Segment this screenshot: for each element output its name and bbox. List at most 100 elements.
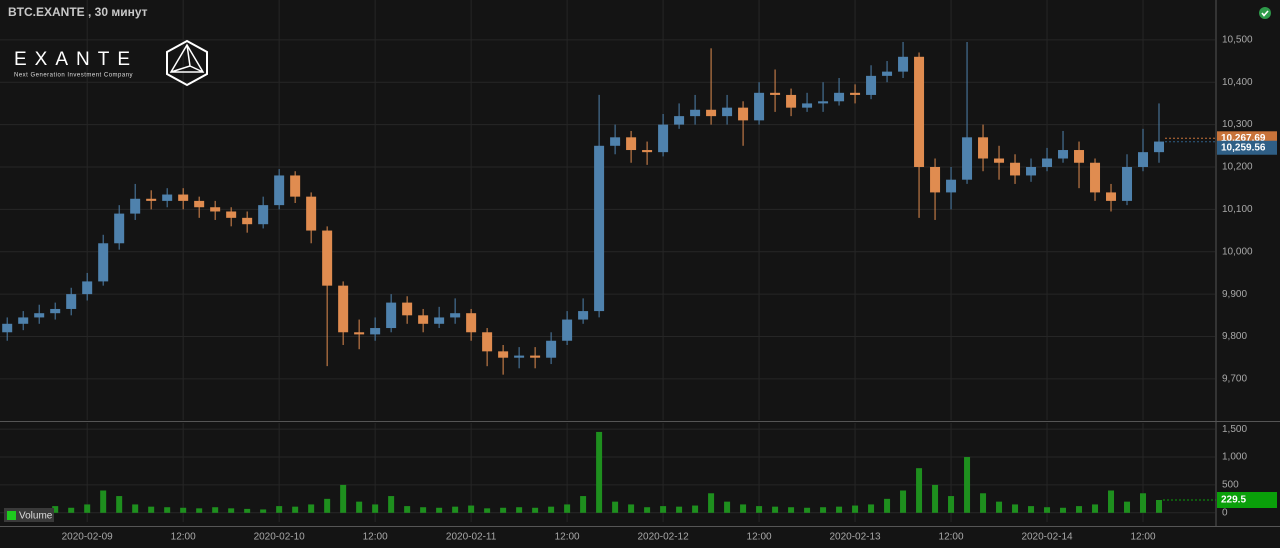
candle-body: [850, 92, 861, 95]
volume-bar: [516, 507, 523, 513]
candle-body: [1090, 162, 1101, 193]
volume-bar: [580, 496, 587, 513]
volume-bar: [772, 506, 779, 513]
volume-bar: [276, 506, 283, 513]
candle-body: [274, 175, 285, 206]
volume-bar: [548, 506, 555, 513]
candle-body: [82, 281, 93, 295]
y-tick-label: 9,700: [1222, 374, 1247, 385]
volume-bar: [388, 496, 395, 513]
volume-bar: [1092, 504, 1099, 513]
y-tick-label: 500: [1222, 480, 1239, 491]
volume-bar: [532, 507, 539, 513]
volume-bar: [804, 507, 811, 513]
candle-body: [882, 71, 893, 76]
candle-body: [146, 198, 157, 201]
candle-body: [946, 179, 957, 193]
candle-body: [290, 175, 301, 197]
candle-body: [562, 319, 573, 341]
candle-body: [114, 213, 125, 244]
candle-body: [530, 355, 541, 358]
volume-bar: [692, 505, 699, 513]
volume-bar: [868, 504, 875, 513]
volume-bar: [1140, 493, 1147, 513]
x-tick-label: 12:00: [1130, 532, 1155, 543]
volume-bar: [468, 505, 475, 513]
candle-body: [98, 243, 109, 282]
candle-body: [2, 323, 13, 333]
last-value-tag: [1217, 491, 1277, 508]
last-value-label: 229.5: [1221, 495, 1246, 506]
candle-body: [690, 109, 701, 117]
volume-bar: [1044, 507, 1051, 513]
candle-body: [978, 137, 989, 159]
volume-bar: [644, 507, 651, 513]
volume-bar: [1076, 506, 1083, 513]
y-tick-label: 1,000: [1222, 452, 1247, 463]
volume-bar: [308, 504, 315, 513]
marks: [2, 41, 1165, 513]
candle-body: [50, 308, 61, 314]
volume-bar: [660, 506, 667, 513]
y-tick-label: 9,800: [1222, 331, 1247, 342]
volume-bar: [292, 506, 299, 513]
price-tag-label: 10,259.56: [1221, 142, 1266, 153]
candle-body: [194, 200, 205, 208]
candle-body: [578, 311, 589, 320]
candle-body: [1058, 150, 1069, 159]
candle-body: [738, 107, 749, 121]
candle-body: [962, 137, 973, 180]
candle-body: [386, 302, 397, 329]
candle-body: [770, 92, 781, 95]
volume-bar: [404, 506, 411, 513]
volume-bar: [180, 507, 187, 513]
price-tag: [1217, 140, 1277, 155]
volume-bar: [228, 508, 235, 513]
volume-bar: [84, 504, 91, 513]
volume-bar: [68, 507, 75, 513]
volume-bar: [564, 504, 571, 513]
candle-body: [1154, 141, 1165, 153]
candle-body: [514, 355, 525, 358]
candle-body: [434, 317, 445, 324]
volume-bar: [980, 493, 987, 513]
candle-body: [706, 109, 717, 117]
y-tick-label: 10,200: [1222, 162, 1253, 173]
candle-body: [34, 313, 45, 318]
volume-bar: [1012, 504, 1019, 513]
candle-body: [994, 158, 1005, 163]
candle-body: [802, 103, 813, 108]
candle-body: [930, 166, 941, 193]
y-tick-label: 10,100: [1222, 204, 1253, 215]
logo-name: EXANTE: [14, 49, 138, 70]
volume-bar: [196, 508, 203, 513]
x-tick-label: 12:00: [171, 532, 196, 543]
candle-body: [178, 194, 189, 201]
volume-bar: [932, 484, 939, 513]
volume-bar: [1156, 499, 1163, 513]
volume-bar: [100, 490, 107, 513]
candle-body: [370, 328, 381, 335]
volume-bar: [820, 507, 827, 513]
status-icon: [1259, 7, 1271, 19]
grid: [0, 0, 1215, 522]
y-tick-label: 10,500: [1222, 34, 1253, 45]
candle-body: [66, 294, 77, 309]
volume-bar: [1060, 507, 1067, 513]
candle-body: [450, 313, 461, 318]
x-tick-label: 2020-02-12: [638, 532, 690, 543]
y-tick-label: 0: [1222, 507, 1228, 518]
candle-body: [498, 351, 509, 358]
y-tick-label: 9,900: [1222, 289, 1247, 300]
volume-bar: [724, 501, 731, 513]
candle-body: [594, 145, 605, 312]
candle-body: [1138, 152, 1149, 167]
logo-hexagon: [166, 39, 208, 87]
candle-body: [418, 315, 429, 324]
candle-body: [754, 92, 765, 121]
volume-bar: [900, 490, 907, 513]
logo-tagline: Next Generation Investment Company: [14, 73, 133, 79]
x-tick-label: 2020-02-13: [829, 532, 881, 543]
